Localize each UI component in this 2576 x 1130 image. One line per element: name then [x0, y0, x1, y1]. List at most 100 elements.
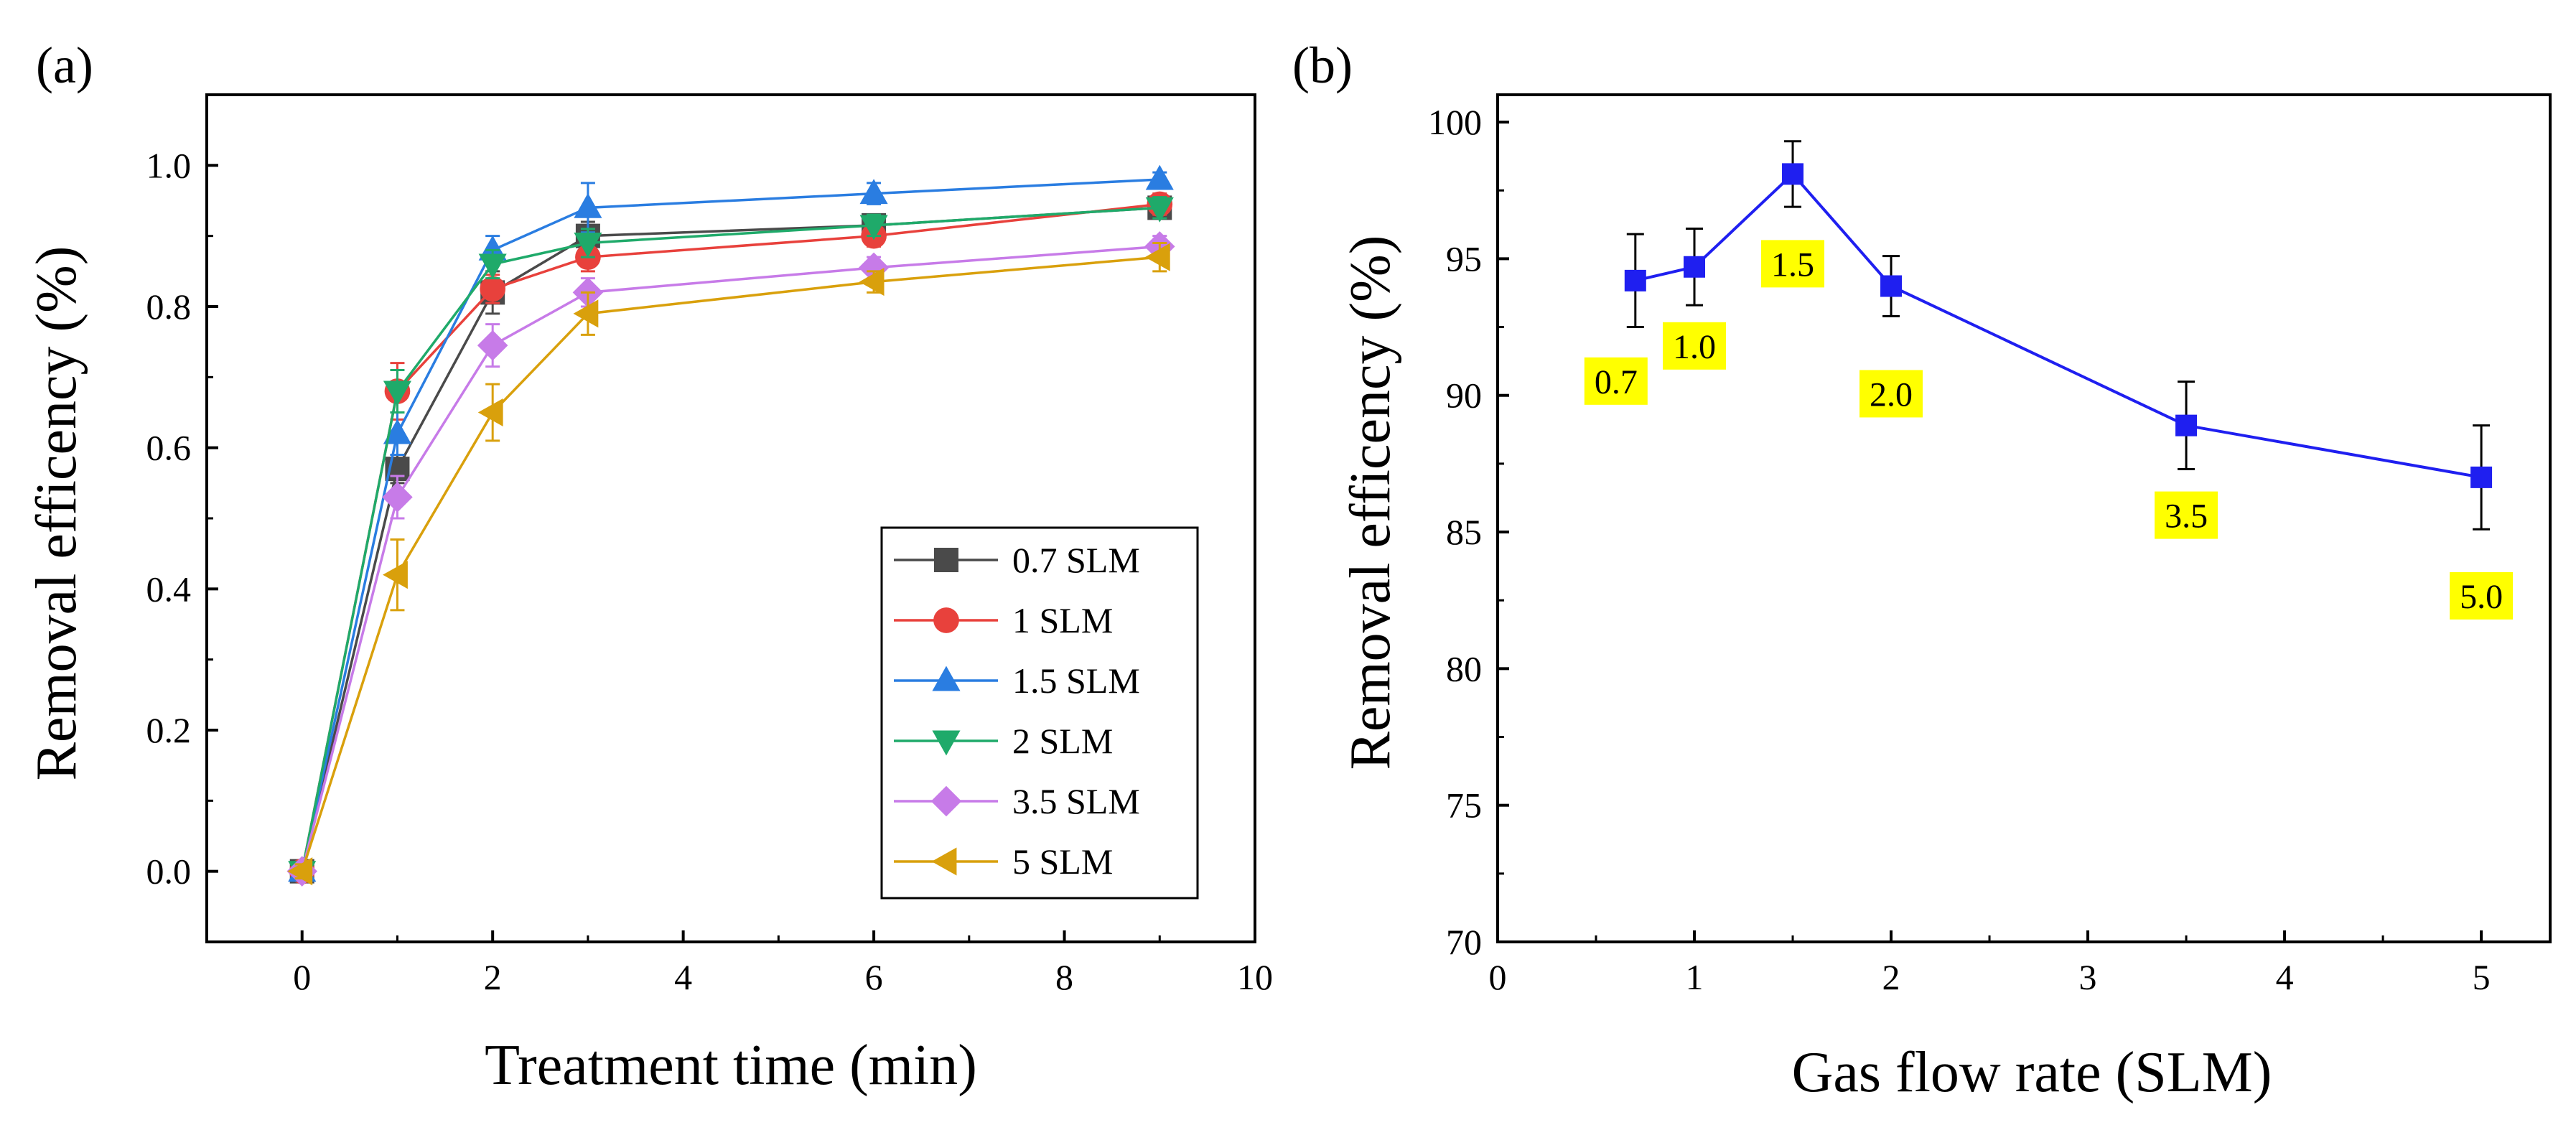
data-point — [1624, 269, 1646, 291]
y-tick-label: 80 — [1446, 648, 1482, 688]
legend-marker — [930, 785, 962, 817]
panel-b-plot-frame — [1496, 93, 2552, 943]
annotation-background — [1859, 370, 1923, 418]
panel-a-legend-box — [880, 526, 1199, 900]
legend-marker — [932, 666, 961, 691]
x-tick-label: 3 — [2079, 957, 2097, 997]
data-point — [477, 398, 503, 427]
annotation-text: 1.0 — [1673, 328, 1716, 366]
panel-a-removal-vs-time: (a) Removal efficency (%) Treatment time… — [25, 37, 1273, 1097]
y-tick-label: 0.0 — [146, 851, 192, 892]
panel-a-label: (a) — [36, 37, 93, 94]
annotation-label-1-0: 1.0 — [1663, 322, 1727, 370]
series-line — [301, 178, 1160, 872]
y-tick-label: 0.6 — [146, 428, 192, 468]
y-tick-label: 0.8 — [146, 286, 192, 327]
x-tick-label: 2 — [484, 957, 502, 997]
x-tick-label: 2 — [1882, 957, 1900, 997]
data-point — [1782, 163, 1804, 185]
annotation-background — [1663, 322, 1727, 370]
data-point — [1145, 197, 1174, 223]
series-5-slm — [287, 242, 1170, 886]
annotation-text: 0.7 — [1595, 363, 1638, 401]
data-point — [477, 330, 508, 361]
x-tick-label: 1 — [1686, 957, 1704, 997]
x-tick-label: 10 — [1237, 957, 1273, 997]
y-tick-label: 0.2 — [146, 710, 192, 750]
annotation-background — [1761, 240, 1825, 288]
panel-b-label: (b) — [1292, 37, 1353, 94]
annotation-label-0-7: 0.7 — [1584, 357, 1648, 405]
series-line — [1635, 172, 2482, 479]
x-tick-label: 0 — [1489, 957, 1507, 997]
panel-b-y-axis-title: Removal efficency (%) — [1339, 235, 1402, 770]
legend-label: 1.5 SLM — [1012, 660, 1140, 701]
panel-a-ticks: 0 2 4 6 8 10 0.0 0.2 0.4 0.6 0.8 1.0 — [146, 145, 1274, 997]
legend-marker — [933, 607, 959, 633]
data-point — [2175, 414, 2198, 436]
data-point — [383, 419, 412, 444]
data-point — [1880, 275, 1903, 297]
x-tick-label: 6 — [865, 957, 883, 997]
data-point — [383, 561, 408, 589]
annotation-background — [2155, 491, 2218, 539]
annotation-label-5-0: 5.0 — [2450, 571, 2514, 620]
legend-marker — [932, 730, 961, 756]
y-tick-label: 1.0 — [146, 145, 192, 185]
annotation-label-1-5: 1.5 — [1761, 240, 1825, 288]
x-tick-label: 5 — [2473, 957, 2491, 997]
y-tick-label: 0.4 — [146, 569, 192, 609]
data-point — [478, 253, 507, 279]
panel-b-x-axis-title: Gas flow rate (SLM) — [1792, 1041, 2272, 1104]
data-point — [1684, 256, 1706, 278]
y-tick-label: 90 — [1446, 375, 1482, 416]
data-point — [480, 276, 506, 302]
data-point — [859, 179, 888, 205]
data-point — [287, 857, 313, 886]
data-point — [573, 299, 599, 328]
data-point — [1145, 164, 1174, 190]
x-tick-label: 0 — [293, 957, 311, 997]
data-point — [574, 192, 602, 218]
data-point — [859, 268, 885, 296]
legend-label: 2 SLM — [1012, 721, 1113, 761]
panel-a-x-axis-title: Treatment time (min) — [485, 1034, 977, 1097]
panel-a-series — [286, 164, 1175, 887]
panel-a-plot-frame — [205, 93, 1256, 943]
data-point — [1144, 243, 1170, 271]
data-point — [859, 215, 888, 241]
series-line — [301, 256, 1160, 872]
legend-label: 0.7 SLM — [1012, 540, 1140, 580]
panel-b-ticks: 0 1 2 3 4 5 70 75 80 85 90 95 100 — [1428, 102, 2491, 997]
panel-a-legend: 0.7 SLM 1 SLM 1.5 SLM 2 SLM 3.5 SLM 5 SLM — [880, 526, 1199, 900]
legend-label: 3.5 SLM — [1012, 781, 1140, 821]
panel-a-y-axis-title: Removal efficency (%) — [25, 246, 88, 781]
y-tick-label: 95 — [1446, 238, 1482, 279]
legend-label: 1 SLM — [1012, 600, 1113, 640]
annotation-label-3-5: 3.5 — [2155, 491, 2218, 539]
annotation-text: 1.5 — [1771, 246, 1814, 284]
x-tick-label: 4 — [2276, 957, 2294, 997]
legend-marker — [934, 548, 958, 572]
panel-b-removal-vs-flow: (b) Removal efficency (%) Gas flow rate … — [1292, 37, 2552, 1104]
x-tick-label: 4 — [674, 957, 692, 997]
x-tick-label: 8 — [1055, 957, 1073, 997]
annotation-background — [1584, 357, 1648, 405]
y-tick-label: 75 — [1446, 785, 1482, 826]
data-point — [383, 380, 412, 406]
legend-label: 5 SLM — [1012, 841, 1113, 882]
panel-b-series — [1624, 140, 2493, 531]
y-tick-label: 85 — [1446, 512, 1482, 552]
data-point — [574, 233, 602, 258]
series-line — [301, 206, 1160, 872]
legend-marker — [931, 847, 957, 876]
annotation-text: 3.5 — [2165, 498, 2208, 536]
annotation-text: 5.0 — [2460, 578, 2503, 616]
panel-b-annotations: 0.7 1.0 1.5 2.0 3.5 5.0 — [1584, 240, 2514, 620]
annotation-label-2-0: 2.0 — [1859, 370, 1923, 418]
y-tick-label: 100 — [1428, 102, 1482, 142]
y-tick-label: 70 — [1446, 922, 1482, 962]
series-line — [301, 245, 1160, 872]
annotation-background — [2450, 571, 2514, 620]
